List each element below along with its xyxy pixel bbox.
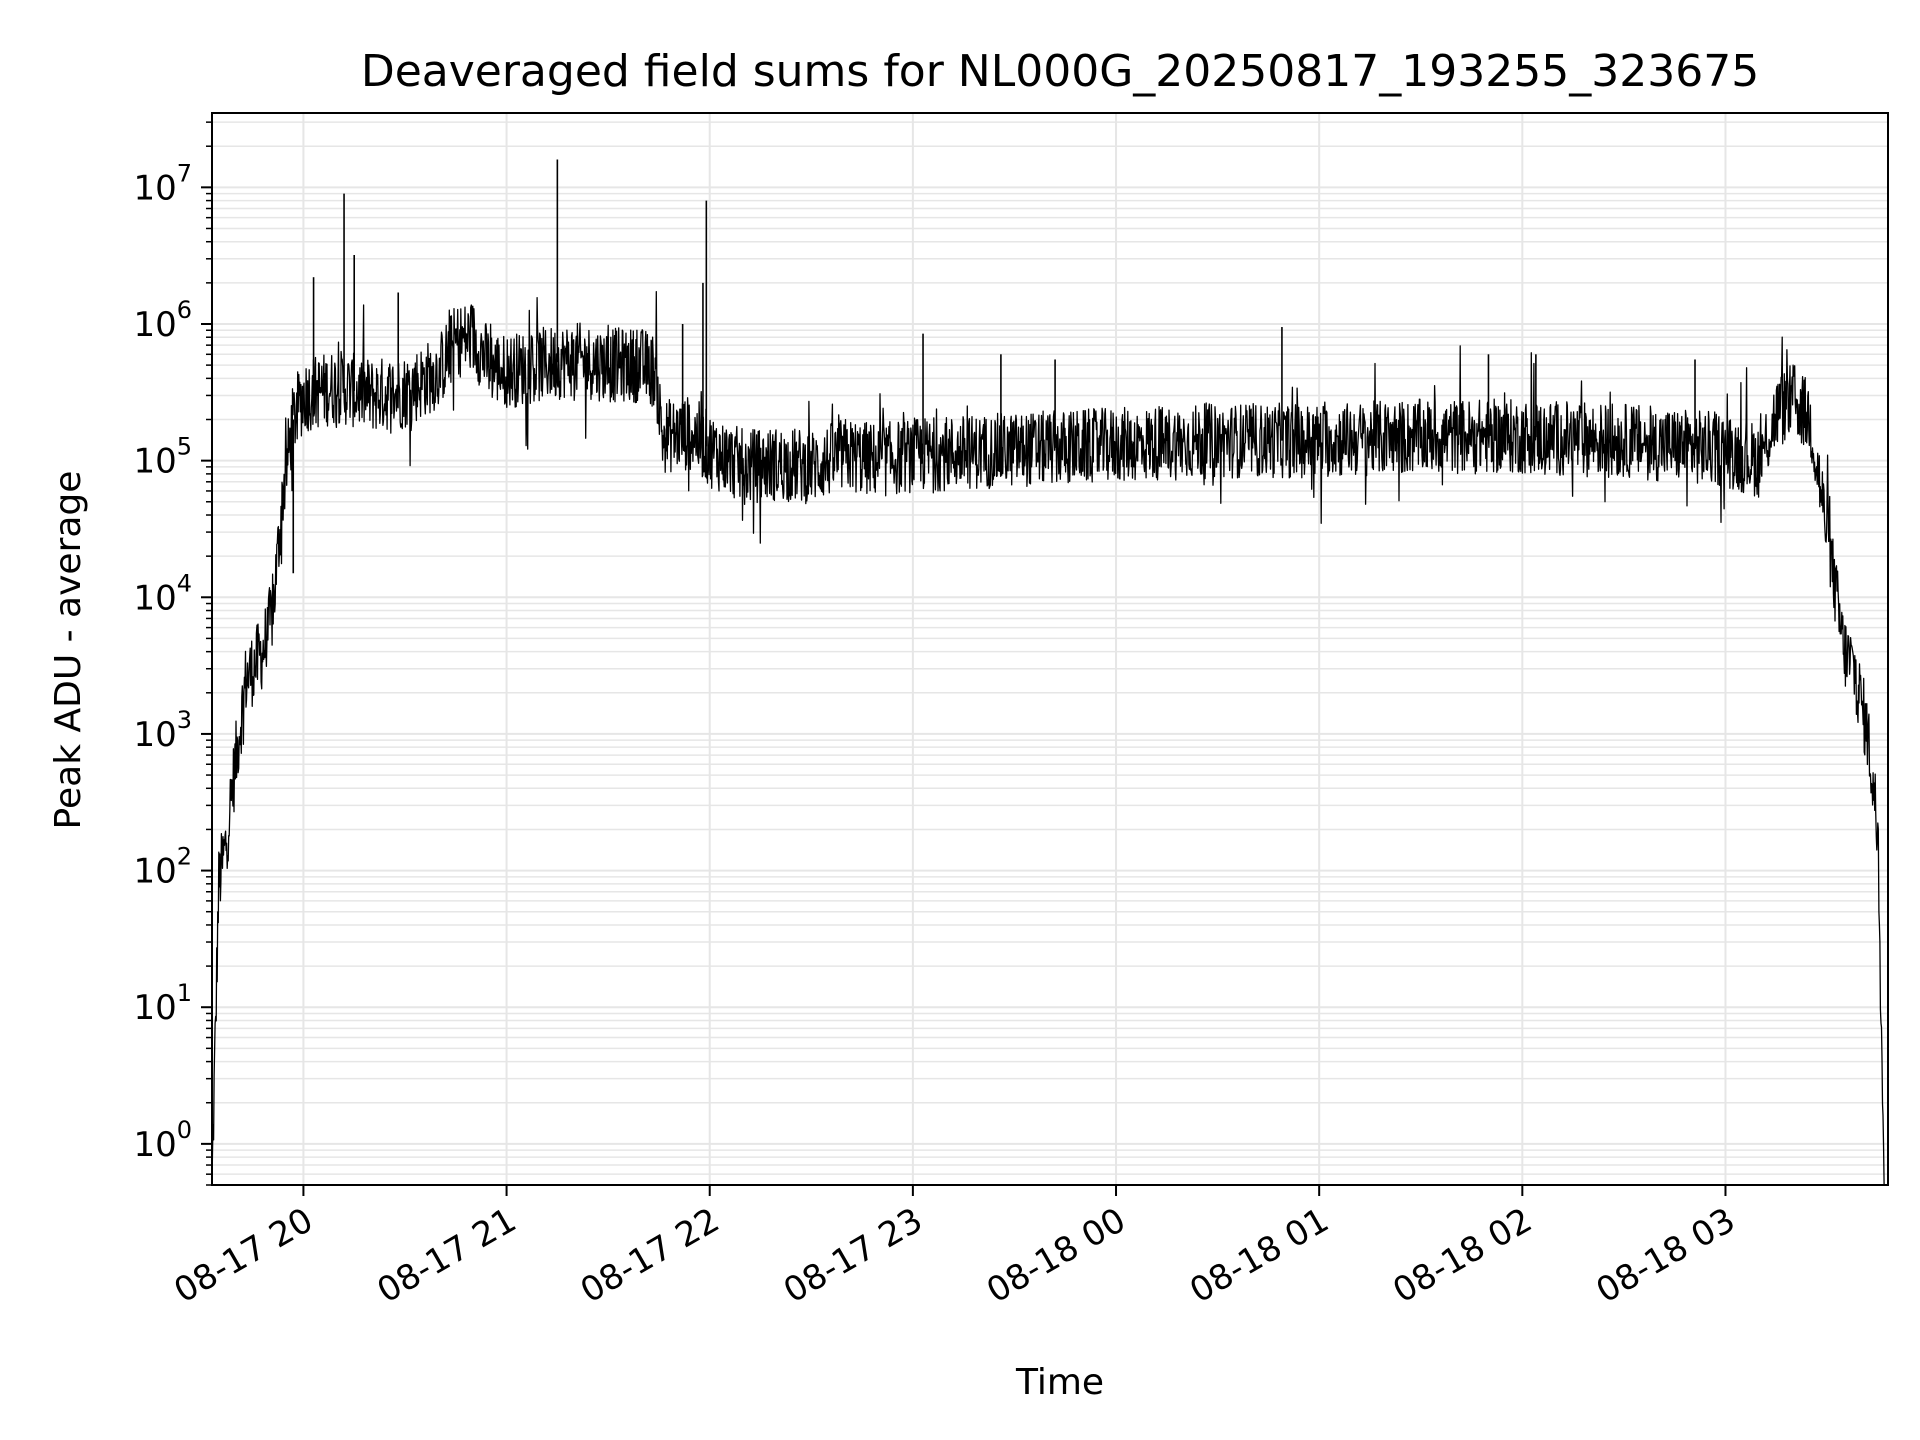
y-tick-label: 104 xyxy=(133,569,192,618)
data-line xyxy=(211,291,1885,1186)
chart-title: Deaveraged field sums for NL000G_2025081… xyxy=(361,46,1759,97)
y-tick-label: 100 xyxy=(133,1116,192,1165)
x-axis-label: Time xyxy=(1015,1362,1104,1403)
y-tick-label-base: 10 xyxy=(133,442,176,482)
x-tick-label: 08-17 20 xyxy=(168,1200,320,1311)
y-tick-label: 102 xyxy=(133,843,192,892)
y-axis-label: Peak ADU - average xyxy=(48,471,89,830)
x-tick-label: 08-17 23 xyxy=(777,1200,929,1311)
x-tick-label: 08-18 00 xyxy=(980,1200,1132,1311)
x-tick-label: 08-17 22 xyxy=(574,1200,726,1311)
y-tick-label: 107 xyxy=(133,159,192,208)
y-tick-label-exponent: 6 xyxy=(177,296,192,324)
x-tick-label: 08-18 02 xyxy=(1386,1200,1538,1311)
plot-area xyxy=(211,159,1885,1186)
y-tick-label-base: 10 xyxy=(133,988,176,1028)
y-tick-label: 103 xyxy=(133,706,192,755)
x-tick-label: 08-18 01 xyxy=(1183,1200,1335,1311)
y-tick-label: 106 xyxy=(133,296,192,345)
y-tick-label-base: 10 xyxy=(133,578,176,618)
y-tick-label-exponent: 2 xyxy=(177,843,192,871)
grid-lines xyxy=(212,113,1888,1186)
y-tick-label-base: 10 xyxy=(133,168,176,208)
y-tick-label-exponent: 3 xyxy=(177,706,192,734)
y-tick-label-base: 10 xyxy=(133,852,176,892)
y-tick-label-exponent: 1 xyxy=(177,979,192,1007)
y-tick-label-base: 10 xyxy=(133,1125,176,1165)
x-tick-label: 08-18 03 xyxy=(1590,1200,1742,1311)
y-tick-label: 101 xyxy=(133,979,192,1028)
y-tick-label-exponent: 0 xyxy=(177,1116,192,1144)
axes-frame xyxy=(211,112,1889,1186)
y-tick-label-exponent: 4 xyxy=(177,569,192,597)
y-tick-label-exponent: 7 xyxy=(177,159,192,187)
y-tick-label-exponent: 5 xyxy=(177,433,192,461)
x-tick-label: 08-17 21 xyxy=(371,1200,523,1311)
y-tick-label-base: 10 xyxy=(133,305,176,345)
y-tick-label: 105 xyxy=(133,433,192,482)
y-tick-label-base: 10 xyxy=(133,715,176,755)
